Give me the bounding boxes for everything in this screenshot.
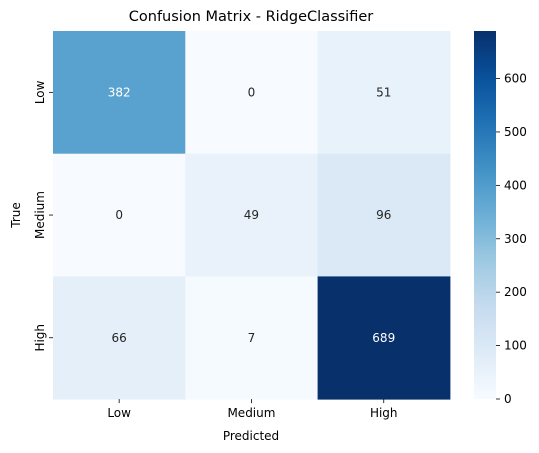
- colorbar-tick-label: 300: [504, 232, 527, 246]
- heatmap-cell: [53, 31, 186, 155]
- heatmap-cell: [317, 276, 451, 400]
- heatmap-cells: [53, 31, 451, 400]
- cell-value-label: 96: [376, 208, 391, 222]
- colorbar-tick-label: 600: [504, 72, 527, 86]
- colorbar-tick-label: 200: [504, 285, 527, 299]
- cell-value-label: 51: [376, 85, 391, 99]
- colorbar: [474, 31, 496, 399]
- y-tick-label: Medium: [33, 191, 47, 239]
- colorbar-tick-label: 100: [504, 339, 527, 353]
- y-axis-label: True: [9, 202, 23, 229]
- colorbar-tick-label: 500: [504, 125, 527, 139]
- heatmap-cell-labels: 382 0 51 0 49 96 66 7 689: [108, 85, 396, 344]
- heatmap-cell: [53, 276, 186, 400]
- y-tick-label: High: [33, 324, 47, 352]
- cell-value-label: 66: [112, 331, 127, 345]
- heatmap-cell: [185, 31, 319, 155]
- heatmap-cell: [317, 153, 451, 277]
- cell-value-label: 689: [372, 331, 395, 345]
- x-tick-label: High: [370, 406, 398, 420]
- x-tick-label: Medium: [227, 406, 275, 420]
- colorbar-tick-label: 400: [504, 178, 527, 192]
- cell-value-label: 382: [108, 85, 131, 99]
- cell-value-label: 0: [248, 85, 256, 99]
- chart-title: Confusion Matrix - RidgeClassifier: [129, 9, 373, 25]
- x-tick-label: Low: [107, 406, 131, 420]
- cell-value-label: 7: [248, 331, 256, 345]
- y-axis-ticks: Low Medium High: [33, 80, 53, 352]
- colorbar-tick-label: 0: [504, 392, 512, 406]
- colorbar-ticks: 0 100 200 300 400 500 600: [496, 72, 527, 406]
- x-axis-label: Predicted: [223, 429, 279, 443]
- heatmap-cell: [185, 276, 319, 400]
- heatmap-cell: [53, 153, 186, 277]
- x-axis-ticks: Low Medium High: [107, 399, 398, 420]
- heatmap-cell: [317, 31, 451, 155]
- heatmap-cell: [185, 153, 319, 277]
- cell-value-label: 0: [115, 208, 123, 222]
- y-tick-label: Low: [33, 80, 47, 104]
- cell-value-label: 49: [244, 208, 259, 222]
